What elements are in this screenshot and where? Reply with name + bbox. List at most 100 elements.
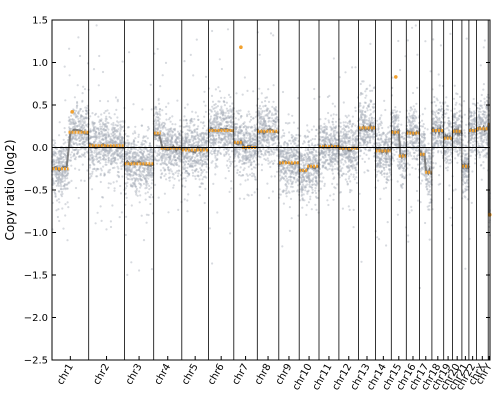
- data-point-1201: [109, 138, 112, 141]
- data-point-527: [81, 137, 85, 140]
- data-point-618: [80, 126, 83, 129]
- data-point-4622: [299, 181, 302, 184]
- data-point-3945: [262, 115, 265, 118]
- data-point-4695: [303, 199, 306, 202]
- data-point-146: [53, 163, 56, 166]
- data-point-985: [113, 187, 116, 190]
- data-point-3339: [250, 168, 253, 171]
- data-point-2004: [165, 128, 168, 131]
- data-point-3535: [247, 161, 250, 164]
- data-point-4308: [286, 152, 289, 155]
- data-point-3819: [264, 96, 267, 99]
- data-point-391: [82, 142, 85, 146]
- data-point-2905: [211, 105, 214, 108]
- data-point-2743: [201, 159, 204, 163]
- data-point-252: [68, 181, 71, 184]
- data-point-4978: [323, 122, 326, 125]
- data-point-3932: [272, 162, 275, 165]
- data-point-501: [58, 180, 61, 183]
- data-point-3837: [269, 132, 272, 136]
- data-point-1239: [114, 96, 118, 99]
- data-point-506: [79, 120, 82, 124]
- data-point-1689: [151, 171, 154, 174]
- data-point-1403: [134, 125, 137, 128]
- data-point-3145: [226, 159, 229, 162]
- data-point-2156: [178, 141, 182, 144]
- data-point-1665: [148, 157, 151, 160]
- data-point-557: [77, 36, 80, 39]
- data-point-1002: [102, 165, 105, 168]
- data-point-234: [62, 164, 65, 167]
- data-point-3068: [223, 100, 226, 103]
- data-point-3590: [236, 154, 239, 157]
- data-point-13: [72, 126, 75, 129]
- data-point-4343: [289, 173, 292, 176]
- data-point-3175: [209, 134, 212, 137]
- data-point-3191: [226, 135, 230, 138]
- data-point-4333: [284, 151, 287, 154]
- data-point-624: [82, 138, 85, 141]
- data-point-19: [65, 174, 68, 177]
- data-point-80: [72, 108, 75, 111]
- data-point-3584: [248, 173, 252, 176]
- data-point-368: [58, 164, 61, 167]
- data-point-423: [59, 152, 63, 155]
- data-point-2691: [189, 140, 192, 144]
- data-point-2620: [183, 144, 186, 148]
- data-point-2631: [191, 155, 194, 158]
- data-point-4252: [288, 206, 291, 209]
- data-point-437: [74, 167, 77, 170]
- data-point-2186: [162, 166, 165, 169]
- data-point-2006: [176, 174, 179, 178]
- data-point-925: [95, 153, 98, 156]
- data-point-1034: [114, 123, 117, 126]
- data-point-491: [78, 155, 81, 158]
- data-point-632: [82, 154, 85, 157]
- data-point-3598: [237, 131, 240, 134]
- data-point-730: [120, 167, 123, 171]
- data-point-2934: [229, 232, 232, 235]
- data-point-894: [104, 153, 107, 156]
- data-point-329: [82, 126, 85, 130]
- data-point-1652: [139, 151, 143, 154]
- data-point-651: [103, 134, 106, 137]
- data-point-2598: [189, 53, 192, 57]
- data-point-2928: [217, 149, 220, 152]
- data-point-3960: [267, 132, 270, 135]
- data-point-1762: [141, 143, 144, 146]
- data-point-4647: [306, 153, 309, 156]
- data-point-221: [73, 96, 76, 99]
- data-point-1573: [133, 151, 136, 154]
- data-point-253: [59, 157, 62, 160]
- data-point-517: [52, 159, 55, 162]
- data-point-2211: [178, 157, 181, 160]
- data-point-2245: [178, 132, 181, 135]
- data-point-3177: [214, 154, 217, 157]
- data-point-753: [91, 172, 94, 175]
- data-point-3064: [211, 134, 214, 137]
- data-point-3565: [249, 135, 252, 139]
- data-point-4621: [315, 171, 319, 175]
- data-point-1166: [113, 128, 116, 131]
- data-point-1569: [126, 273, 129, 276]
- data-point-551: [76, 100, 79, 104]
- data-point-1663: [141, 166, 144, 169]
- data-point-1744: [126, 168, 129, 171]
- data-point-505: [77, 112, 80, 115]
- data-point-497: [59, 155, 62, 158]
- data-point-4656: [304, 136, 307, 139]
- data-point-1766: [149, 202, 152, 206]
- data-point-396: [70, 144, 73, 148]
- data-point-85: [82, 141, 85, 144]
- data-point-2246: [155, 108, 158, 111]
- data-point-3611: [243, 162, 246, 165]
- data-point-675: [112, 126, 115, 129]
- data-point-4745: [327, 121, 331, 124]
- data-point-382: [55, 209, 58, 212]
- data-point-663: [97, 141, 100, 144]
- data-point-646: [120, 165, 123, 168]
- data-point-549: [55, 180, 58, 183]
- data-point-1441: [140, 124, 144, 127]
- data-point-343: [60, 188, 63, 191]
- data-point-205: [59, 174, 63, 177]
